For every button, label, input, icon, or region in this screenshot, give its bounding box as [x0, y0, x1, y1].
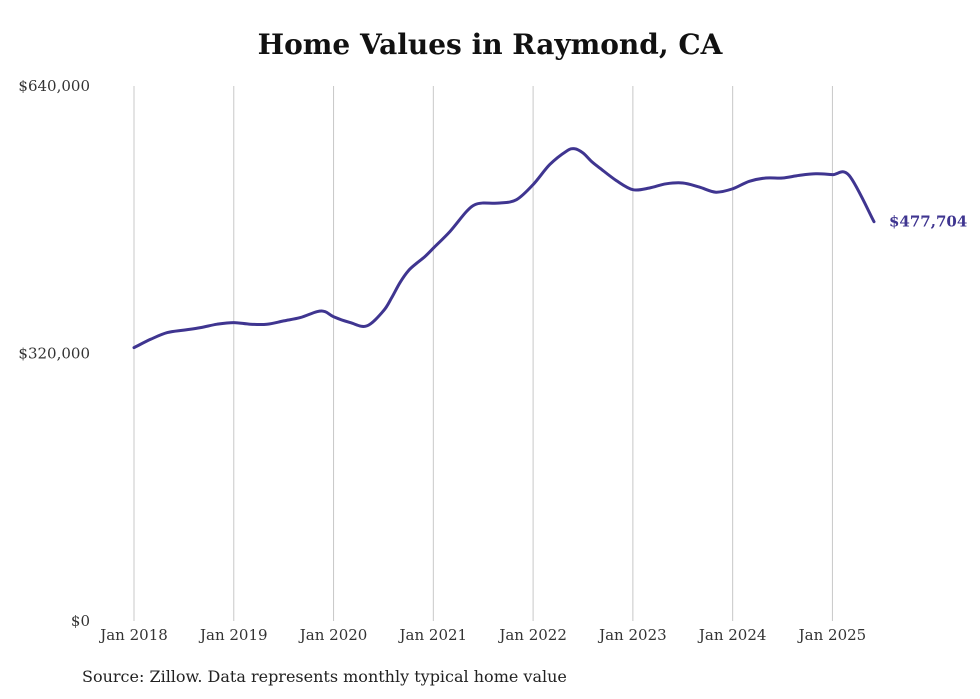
- x-tick-label: Jan 2025: [797, 626, 867, 644]
- x-tick-label: Jan 2024: [697, 626, 767, 644]
- x-axis-tick-labels: Jan 2018 Jan 2019 Jan 2020 Jan 2021 Jan 2022…: [98, 626, 866, 644]
- x-tick-label: Jan 2022: [497, 626, 567, 644]
- latest-value-label: $477,704: [889, 213, 967, 231]
- x-tick-label: Jan 2021: [398, 626, 468, 644]
- vertical-gridlines: [133, 86, 833, 621]
- y-tick-label: $320,000: [18, 345, 90, 363]
- y-axis-tick-labels: $0 $320,000 $640,000: [18, 77, 90, 630]
- source-note: Source: Zillow. Data represents monthly …: [82, 667, 567, 686]
- chart-title: Home Values in Raymond, CA: [257, 28, 723, 61]
- x-tick-label: Jan 2019: [198, 626, 268, 644]
- y-tick-label: $0: [71, 612, 90, 630]
- y-tick-label: $640,000: [18, 77, 90, 95]
- x-tick-label: Jan 2023: [597, 626, 667, 644]
- home-value-line: [132, 147, 876, 350]
- x-tick-label: Jan 2018: [98, 626, 168, 644]
- x-tick-label: Jan 2020: [298, 626, 368, 644]
